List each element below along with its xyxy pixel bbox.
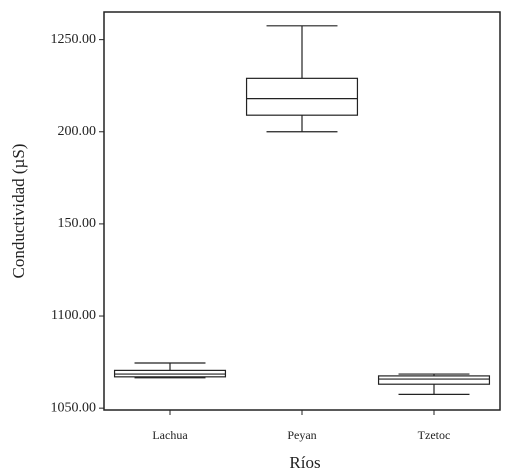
y-tick-label: 200.00 [58,124,97,139]
y-tick-label: 1050.00 [51,400,97,415]
x-axis-title: Ríos [289,453,320,472]
x-tick-label: Lachua [152,428,188,442]
y-axis-title: Conductividad (µS) [9,144,28,279]
x-tick-label: Tzetoc [418,428,451,442]
y-tick-label: 1250.00 [51,32,97,47]
x-tick-label: Peyan [287,428,316,442]
y-tick-label: 1100.00 [51,308,96,323]
box [377,375,491,385]
y-tick-label: 150.00 [58,216,97,231]
box [245,77,359,116]
